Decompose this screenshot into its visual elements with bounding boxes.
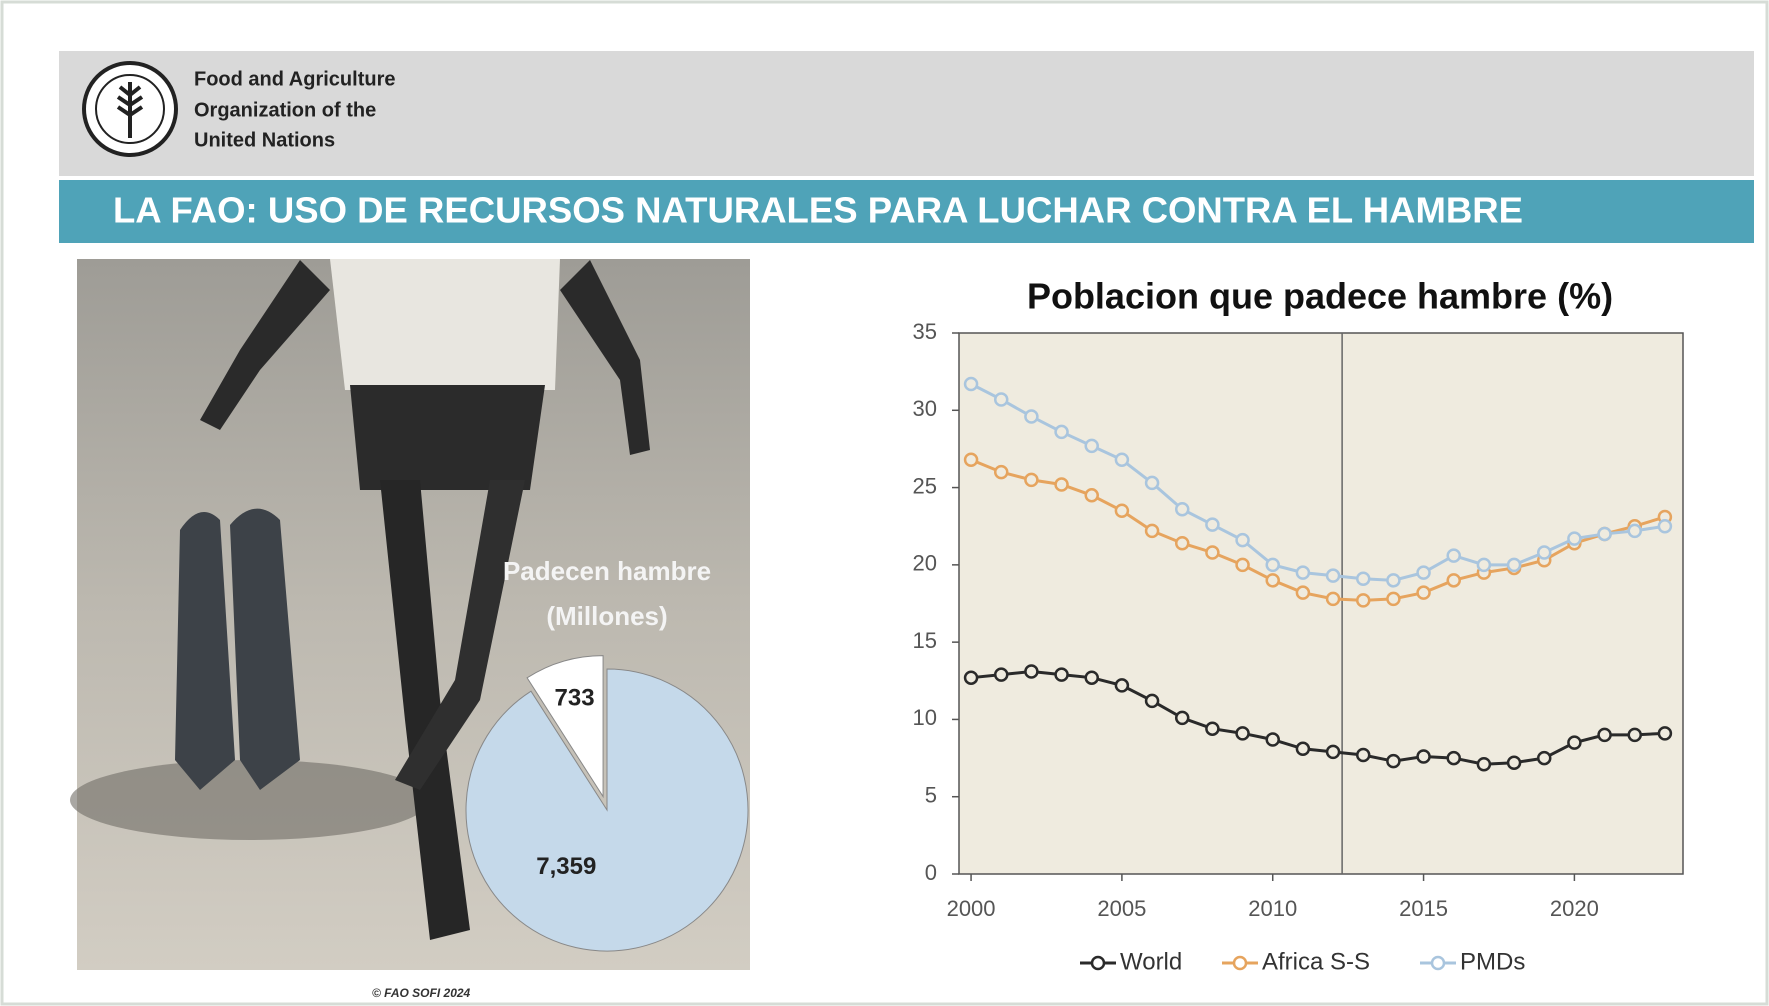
org-name: Organization of the: [194, 99, 376, 121]
data-point: [1267, 574, 1279, 586]
data-point: [1448, 550, 1460, 562]
data-point: [1357, 749, 1369, 761]
data-point: [1206, 546, 1218, 558]
data-point: [1327, 593, 1339, 605]
data-point: [1448, 574, 1460, 586]
data-point: [1297, 567, 1309, 579]
legend-label: PMDs: [1460, 948, 1525, 975]
data-point: [965, 672, 977, 684]
data-point: [1508, 757, 1520, 769]
data-point: [1599, 729, 1611, 741]
x-tick-label: 2020: [1550, 896, 1599, 921]
data-point: [1237, 559, 1249, 571]
y-tick-label: 30: [913, 396, 937, 421]
data-point: [1387, 755, 1399, 767]
data-point: [1568, 737, 1580, 749]
credit: © FAO SOFI 2024: [372, 986, 471, 1000]
legend-marker: [1092, 957, 1104, 969]
data-point: [995, 669, 1007, 681]
plot-area: [959, 333, 1683, 874]
data-point: [1146, 695, 1158, 707]
data-point: [1116, 679, 1128, 691]
data-point: [1237, 727, 1249, 739]
x-tick-label: 2000: [947, 896, 996, 921]
data-point: [1418, 587, 1430, 599]
data-point: [995, 466, 1007, 478]
data-point: [1448, 752, 1460, 764]
data-point: [1629, 729, 1641, 741]
pie-value-label: 733: [555, 684, 595, 711]
data-point: [1086, 672, 1098, 684]
org-name: United Nations: [194, 129, 335, 151]
data-point: [1086, 489, 1098, 501]
data-point: [1387, 593, 1399, 605]
pie-slice: [466, 669, 748, 951]
data-point: [1629, 525, 1641, 537]
legend-label: Africa S-S: [1262, 948, 1370, 975]
data-point: [965, 378, 977, 390]
data-point: [1659, 727, 1671, 739]
banner-title: LA FAO: USO DE RECURSOS NATURALES PARA L…: [113, 190, 1523, 231]
data-point: [1176, 503, 1188, 515]
data-point: [1025, 666, 1037, 678]
data-point: [1297, 743, 1309, 755]
data-point: [1086, 440, 1098, 452]
y-tick-label: 10: [913, 705, 937, 730]
data-point: [1568, 533, 1580, 545]
data-point: [1478, 559, 1490, 571]
legend-marker: [1234, 957, 1246, 969]
data-point: [1116, 505, 1128, 517]
y-tick-label: 5: [925, 783, 937, 808]
data-point: [995, 393, 1007, 405]
data-point: [1116, 454, 1128, 466]
data-point: [1237, 534, 1249, 546]
data-point: [1025, 474, 1037, 486]
data-point: [1056, 669, 1068, 681]
data-point: [1599, 528, 1611, 540]
data-point: [1267, 559, 1279, 571]
x-tick-label: 2010: [1248, 896, 1297, 921]
chart-title: Poblacion que padece hambre (%): [1027, 276, 1613, 317]
data-point: [1176, 712, 1188, 724]
data-point: [1418, 751, 1430, 763]
data-point: [1297, 587, 1309, 599]
data-point: [1478, 758, 1490, 770]
data-point: [1327, 746, 1339, 758]
data-point: [1056, 478, 1068, 490]
y-tick-label: 20: [913, 551, 937, 576]
pie-title: Padecen hambre: [503, 556, 711, 586]
y-tick-label: 35: [913, 319, 937, 344]
pie-value-label: 7,359: [536, 853, 596, 880]
data-point: [1387, 574, 1399, 586]
x-tick-label: 2005: [1097, 896, 1146, 921]
org-name: Food and Agriculture: [194, 68, 395, 90]
data-point: [1538, 546, 1550, 558]
data-point: [1267, 734, 1279, 746]
data-point: [1357, 573, 1369, 585]
pie-subtitle: (Millones): [546, 601, 667, 631]
y-tick-label: 15: [913, 628, 937, 653]
data-point: [1327, 570, 1339, 582]
legend-label: World: [1120, 948, 1182, 975]
data-point: [1508, 559, 1520, 571]
data-point: [1146, 477, 1158, 489]
data-point: [1176, 537, 1188, 549]
x-tick-label: 2015: [1399, 896, 1448, 921]
data-point: [1206, 723, 1218, 735]
data-point: [1357, 594, 1369, 606]
y-tick-label: 25: [913, 473, 937, 498]
data-point: [965, 454, 977, 466]
data-point: [1056, 426, 1068, 438]
fao-logo: [84, 63, 176, 155]
slide: Food and Agriculture Organization of the…: [0, 0, 1769, 1006]
data-point: [1146, 525, 1158, 537]
data-point: [1418, 567, 1430, 579]
data-point: [1206, 519, 1218, 531]
data-point: [1538, 752, 1550, 764]
y-tick-label: 0: [925, 860, 937, 885]
legend-marker: [1432, 957, 1444, 969]
data-point: [1659, 520, 1671, 532]
data-point: [1025, 410, 1037, 422]
